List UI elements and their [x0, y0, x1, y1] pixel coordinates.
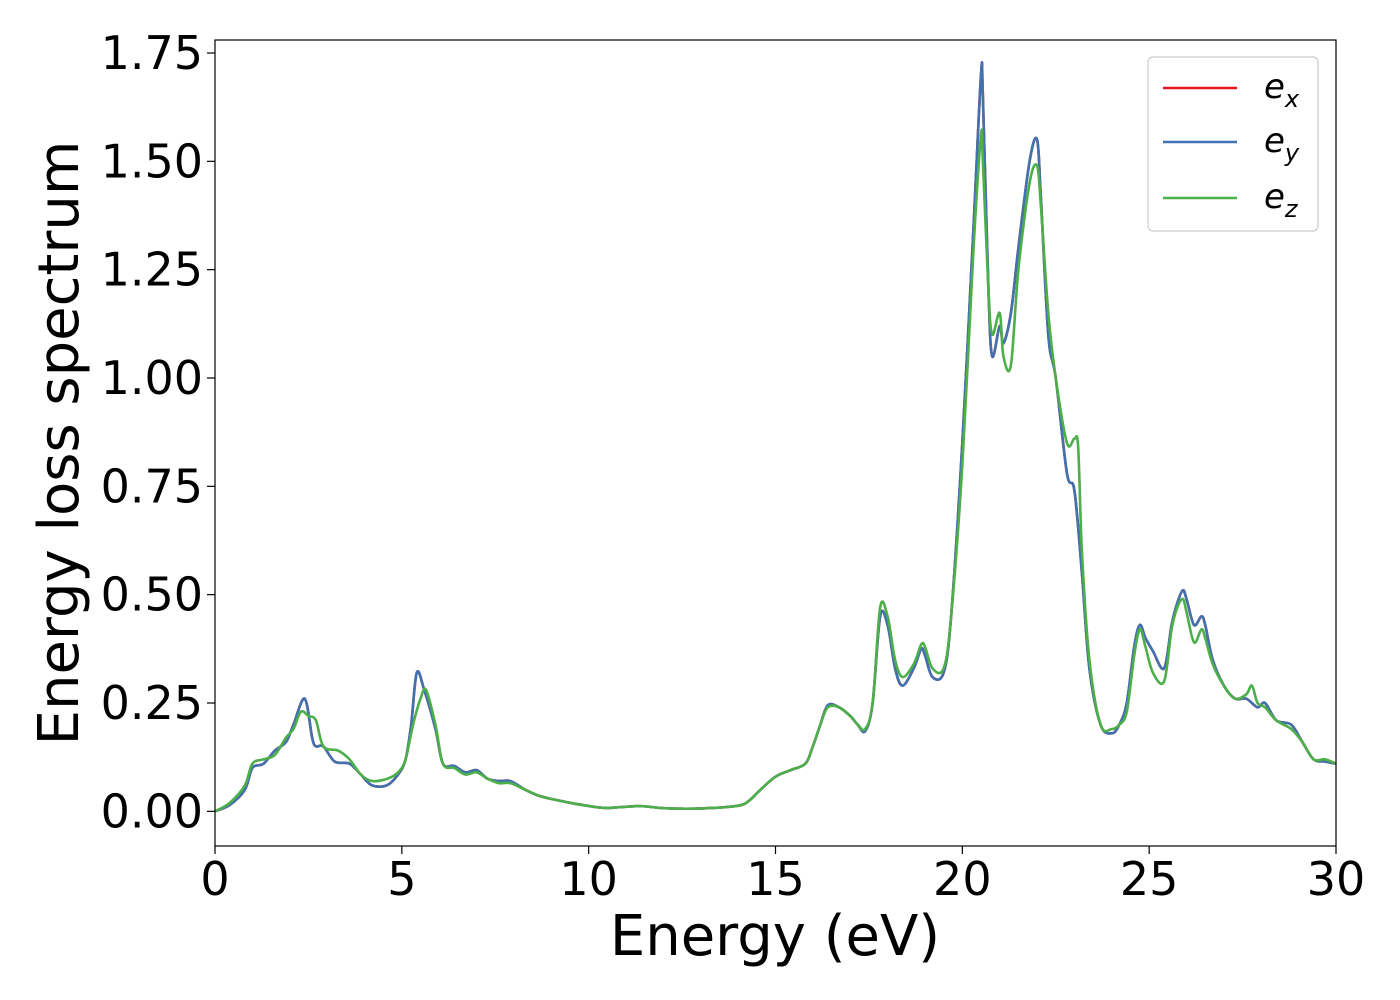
legend-label-base: e [1264, 121, 1285, 161]
x-tick-label: 5 [387, 852, 416, 906]
x-tick-label: 0 [200, 852, 229, 906]
legend-label-subscript: z [1284, 195, 1299, 223]
y-tick-label: 1.00 [101, 351, 203, 405]
legend-label-y: ey [1264, 121, 1300, 167]
x-tick-label: 20 [933, 852, 992, 906]
legend-label-subscript: x [1284, 85, 1300, 113]
plot-frame [214, 39, 1337, 847]
x-tick-label: 15 [746, 852, 805, 906]
y-axis-title: Energy loss spectrum [27, 141, 92, 746]
series-line-z [215, 128, 1336, 813]
y-tick-label: 0.50 [101, 568, 203, 622]
x-axis-title: Energy (eV) [610, 904, 940, 969]
series-line-y [215, 61, 1336, 813]
plot-area [215, 61, 1336, 813]
legend-label-z: ez [1264, 177, 1299, 223]
y-tick-label: 1.25 [101, 243, 203, 297]
y-tick-label: 1.50 [101, 134, 203, 188]
legend-label-x: ex [1264, 67, 1300, 113]
y-tick-label: 0.25 [101, 676, 203, 730]
legend-label-subscript: y [1284, 139, 1300, 167]
y-tick-label: 1.75 [101, 26, 203, 80]
x-tick-label: 10 [559, 852, 618, 906]
axis-ticks: 0 5 10 15 20 25 30 0.00 0.25 0.50 0.75 1.00 1.25 1.50… [101, 26, 1366, 906]
y-tick-label: 0.00 [101, 784, 203, 838]
x-tick-label: 25 [1120, 852, 1179, 906]
legend-box [1147, 56, 1319, 232]
x-tick-label: 30 [1307, 852, 1366, 906]
legend-label-base: e [1264, 177, 1285, 217]
legend-label-base: e [1264, 67, 1285, 107]
y-tick-label: 0.75 [101, 459, 203, 513]
